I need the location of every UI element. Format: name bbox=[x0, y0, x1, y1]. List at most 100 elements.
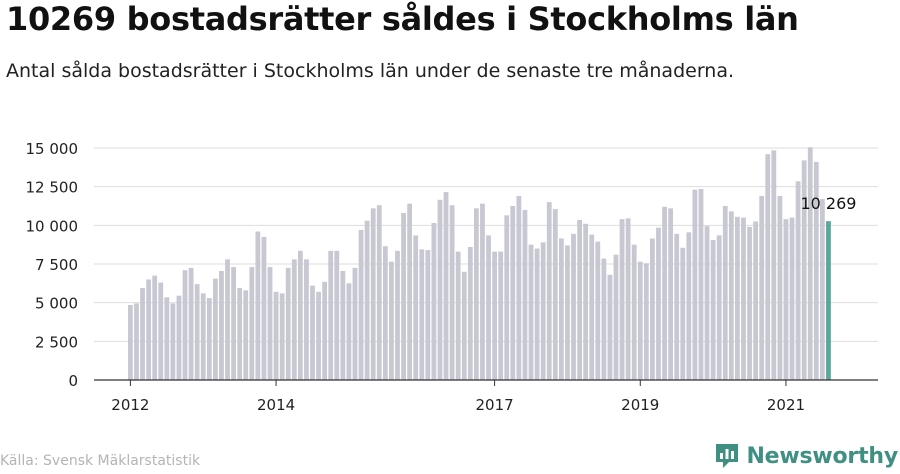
bar bbox=[558, 238, 564, 380]
source-note: Källa: Svensk Mäklarstatistik bbox=[0, 453, 201, 469]
bar bbox=[528, 244, 534, 380]
bar bbox=[710, 240, 716, 380]
bar bbox=[455, 251, 461, 380]
bar bbox=[473, 208, 479, 380]
bar bbox=[255, 231, 261, 380]
bar bbox=[212, 278, 218, 380]
bar bbox=[601, 258, 607, 380]
bar bbox=[200, 293, 206, 380]
bar bbox=[534, 248, 540, 380]
bar bbox=[291, 259, 297, 380]
bar bbox=[498, 251, 504, 380]
chart-subtitle: Antal sålda bostadsrätter i Stockholms l… bbox=[6, 60, 735, 82]
bar bbox=[577, 219, 582, 380]
bar bbox=[358, 229, 364, 380]
x-tick-label: 2017 bbox=[476, 396, 514, 414]
bar bbox=[789, 217, 795, 380]
bar bbox=[206, 298, 212, 380]
x-axis: 2012 2014 2017 2019 2021 bbox=[94, 379, 878, 414]
x-tick-label: 2014 bbox=[257, 396, 295, 414]
bar bbox=[583, 223, 589, 380]
bar bbox=[589, 234, 595, 380]
bar bbox=[152, 275, 158, 380]
bar bbox=[510, 206, 516, 380]
y-axis-ticks: 0 2 500 5 000 7 500 10 000 12 500 15 000 bbox=[26, 140, 79, 390]
bar bbox=[346, 283, 352, 380]
bar bbox=[728, 211, 734, 380]
x-tick-label: 2019 bbox=[621, 396, 659, 414]
bar bbox=[747, 226, 752, 380]
bar bbox=[765, 154, 771, 380]
bar bbox=[619, 219, 625, 380]
bar bbox=[376, 205, 382, 380]
bar bbox=[819, 199, 825, 380]
bar bbox=[322, 281, 328, 380]
bar bbox=[140, 287, 145, 380]
bar bbox=[146, 279, 152, 380]
y-tick-label: 12 500 bbox=[26, 179, 79, 197]
bar bbox=[401, 212, 406, 380]
bar bbox=[480, 203, 485, 380]
bar bbox=[134, 303, 139, 380]
bar bbox=[741, 217, 746, 380]
bar bbox=[304, 259, 309, 380]
y-tick-label: 2 500 bbox=[35, 333, 78, 351]
bar bbox=[735, 216, 740, 380]
bar bbox=[261, 236, 267, 380]
bar bbox=[443, 192, 449, 380]
bar bbox=[637, 261, 643, 380]
bar bbox=[425, 250, 431, 380]
bar bbox=[692, 189, 698, 380]
bar bbox=[407, 203, 413, 380]
bar bbox=[310, 285, 315, 380]
bar bbox=[340, 270, 346, 380]
bar bbox=[128, 304, 133, 380]
bar bbox=[552, 209, 558, 380]
bar bbox=[546, 202, 552, 380]
bar bbox=[170, 303, 176, 380]
bar bbox=[449, 205, 455, 380]
annotations: 10 269 bbox=[800, 194, 856, 213]
bar bbox=[662, 206, 667, 380]
bar bbox=[297, 250, 303, 380]
bar bbox=[783, 219, 789, 380]
x-tick-label: 2012 bbox=[111, 396, 149, 414]
bar bbox=[571, 233, 576, 380]
x-tick-label: 2021 bbox=[767, 396, 805, 414]
bar bbox=[413, 235, 419, 380]
bar bbox=[437, 199, 443, 380]
bar bbox=[395, 250, 400, 380]
newsworthy-logo-icon bbox=[716, 444, 739, 468]
bar bbox=[777, 195, 783, 380]
chart-title: 10269 bostadsrätter såldes i Stockholms … bbox=[6, 0, 799, 38]
latest-value-label: 10 269 bbox=[800, 194, 856, 213]
bar bbox=[176, 295, 182, 380]
bar bbox=[334, 250, 340, 380]
bar bbox=[279, 293, 285, 380]
bar bbox=[704, 226, 710, 380]
bar bbox=[467, 246, 473, 380]
bar bbox=[522, 209, 528, 380]
y-tick-label: 5 000 bbox=[35, 295, 78, 313]
bar bbox=[686, 232, 692, 380]
bar bbox=[164, 297, 170, 380]
bar bbox=[795, 181, 801, 380]
y-tick-label: 7 500 bbox=[35, 256, 78, 274]
bar bbox=[316, 291, 321, 380]
bar bbox=[698, 188, 704, 380]
bar bbox=[759, 195, 765, 380]
bar bbox=[273, 291, 279, 380]
bar bbox=[389, 261, 394, 380]
bar bbox=[182, 270, 188, 380]
bar bbox=[540, 242, 546, 380]
bar-latest bbox=[826, 221, 831, 380]
bar bbox=[431, 223, 437, 380]
bar bbox=[625, 218, 631, 380]
bar bbox=[722, 206, 728, 380]
bar bbox=[285, 267, 291, 380]
bar bbox=[668, 208, 674, 380]
bar bbox=[237, 287, 243, 380]
bar bbox=[370, 208, 376, 380]
brand-logo-group: Newsworthy bbox=[714, 442, 898, 470]
